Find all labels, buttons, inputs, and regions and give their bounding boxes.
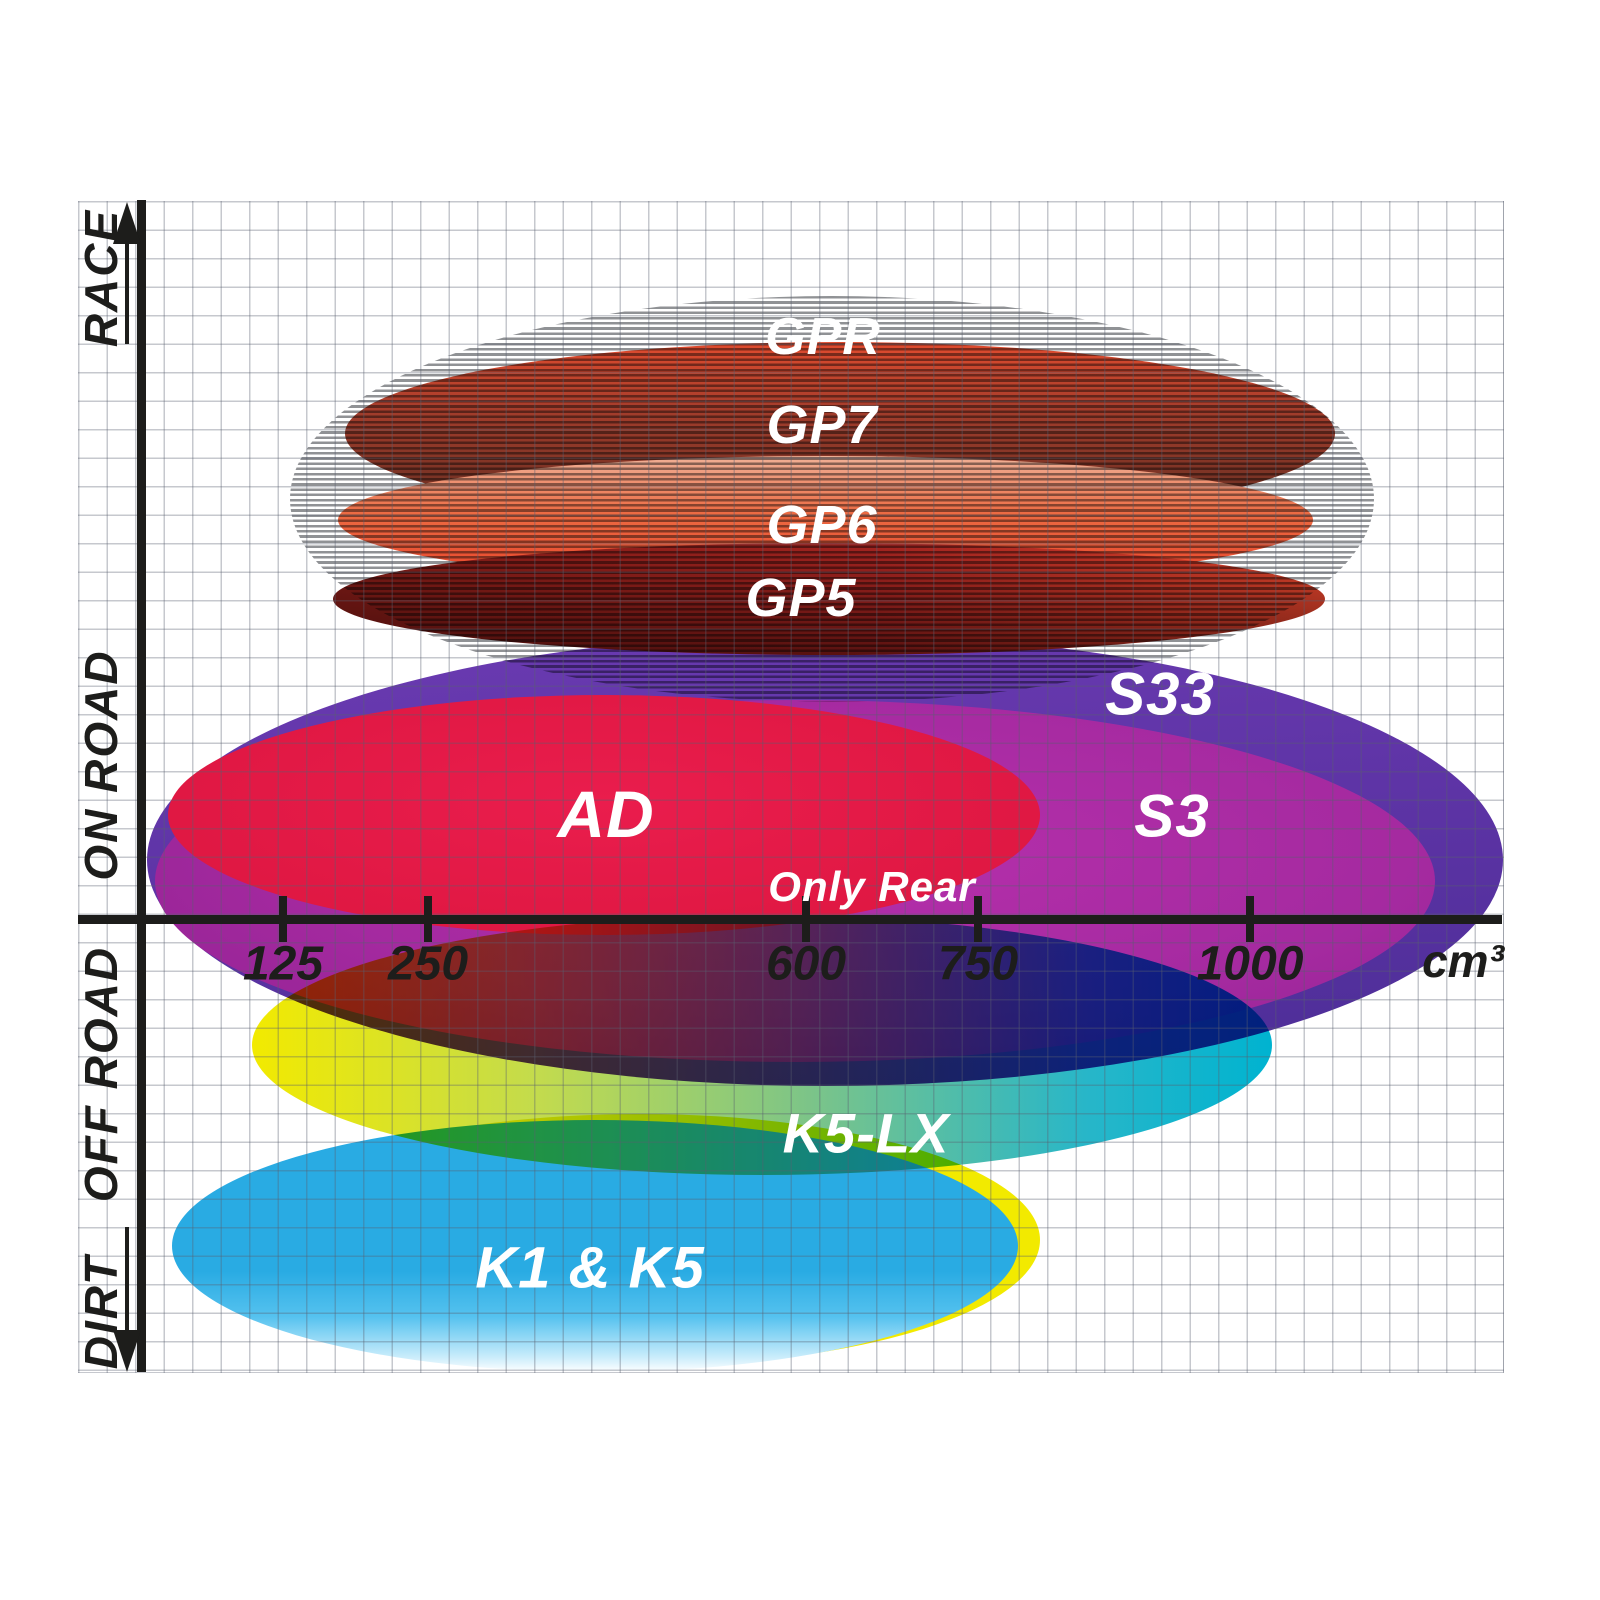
label-s33: S33 (1105, 660, 1215, 728)
label-gp6: GP6 (766, 495, 878, 555)
x-tick-1000 (1246, 896, 1254, 942)
x-tick-label-125: 125 (242, 937, 324, 991)
label-k5lx: K5-LX (782, 1101, 950, 1165)
zone-arrow-down-icon (113, 1330, 141, 1372)
x-tick-750 (974, 896, 982, 942)
x-tick-label-600: 600 (765, 937, 847, 991)
zone-label-on-road: ON ROAD (75, 649, 127, 881)
zone-arrow-up-icon (113, 202, 141, 244)
zone-label-off-road: OFF ROAD (75, 945, 127, 1203)
ellipse-gpr (290, 296, 1374, 702)
x-tick-125 (279, 896, 287, 942)
x-axis-unit-label: cm³ (1422, 935, 1504, 987)
x-tick-label-750: 750 (937, 937, 1019, 991)
x-tick-600 (802, 896, 810, 942)
y-axis-line (136, 200, 146, 1372)
x-tick-label-250: 250 (387, 937, 469, 991)
ellipse-ad (168, 695, 1040, 935)
x-tick-label-1000: 1000 (1196, 937, 1304, 991)
label-gp7: GP7 (766, 395, 878, 455)
label-ad: AD (557, 777, 655, 851)
zone-label-race: RACE (75, 208, 127, 348)
label-s3: S3 (1134, 782, 1210, 850)
ellipse-k5lx (252, 915, 1272, 1175)
label-only-rear: Only Rear (768, 863, 976, 910)
zone-arrow-shaft-race (125, 244, 129, 344)
zone-label-dirt: DIRT (75, 1254, 127, 1370)
x-tick-250 (424, 896, 432, 942)
zone-arrow-shaft-dirt (125, 1227, 129, 1342)
label-k1k5: K1 & K5 (475, 1235, 705, 1301)
label-gp5: GP5 (745, 568, 857, 628)
x-axis-line (78, 914, 1502, 924)
label-gpr: GPR (765, 308, 881, 366)
